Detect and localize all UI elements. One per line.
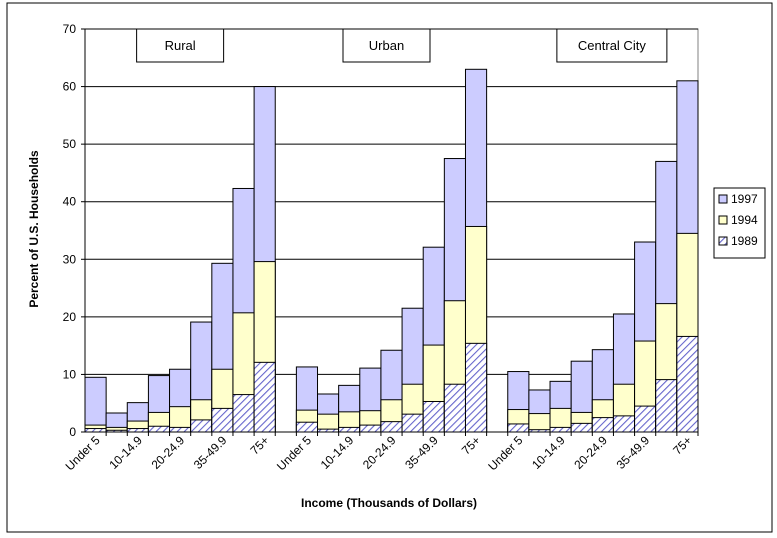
bar-1989: [422, 400, 445, 433]
bars-layer: [84, 68, 699, 433]
legend-swatch-1994: [718, 215, 728, 225]
bar-1989: [634, 405, 657, 433]
panel-label-box: [136, 28, 225, 63]
x-axis-label: Income (Thousands of Dollars): [301, 496, 477, 510]
y-tick-label: 60: [63, 80, 77, 94]
panel-label-box: [556, 28, 668, 63]
bar-1989: [676, 335, 699, 433]
bar-1989: [591, 417, 614, 433]
bar-1997: [84, 376, 107, 433]
panel-labels: Rural Urban Central City: [136, 28, 668, 63]
legend-label-1989: 1989: [731, 234, 758, 248]
bar-1989: [126, 428, 149, 433]
bar-1989: [443, 383, 466, 433]
bar-1989: [464, 342, 488, 433]
panel-label-box: [342, 28, 431, 63]
legend: 1997 1994 1989: [713, 187, 766, 259]
bar-1989: [211, 407, 234, 433]
bar-1989: [232, 394, 255, 433]
bar-1989: [612, 415, 636, 433]
bar-1989: [359, 424, 382, 433]
y-tick-label: 30: [63, 252, 77, 266]
y-axis-label: Percent of U.S. Households: [27, 150, 41, 308]
legend-swatch-1989: [718, 236, 728, 246]
bar-1989: [338, 426, 361, 433]
panel-label: Urban: [369, 38, 404, 53]
panel-label: Central City: [578, 38, 646, 53]
bar-1989: [190, 419, 213, 433]
legend-label-1994: 1994: [731, 213, 758, 227]
bar-1989: [295, 421, 319, 433]
bar-1989: [169, 426, 192, 433]
bar-1989: [655, 379, 678, 433]
bar-1989: [401, 413, 424, 433]
legend-swatch-1997: [718, 194, 728, 204]
bar-1989: [147, 425, 171, 433]
bar-1989: [507, 423, 530, 433]
bar-1989: [570, 422, 593, 433]
legend-label-1997: 1997: [731, 192, 758, 206]
panel-label: Rural: [165, 38, 196, 53]
bar-1989: [84, 428, 107, 433]
bar-1989: [549, 426, 572, 433]
y-tick-label: 0: [69, 425, 76, 439]
y-tick-label: 20: [63, 310, 77, 324]
y-tick-label: 10: [63, 367, 77, 381]
y-tick-label: 40: [63, 195, 77, 209]
y-tick-label: 50: [63, 137, 77, 151]
bar-1989: [253, 361, 276, 433]
y-tick-label: 70: [63, 22, 77, 36]
bar-1989: [380, 421, 403, 433]
